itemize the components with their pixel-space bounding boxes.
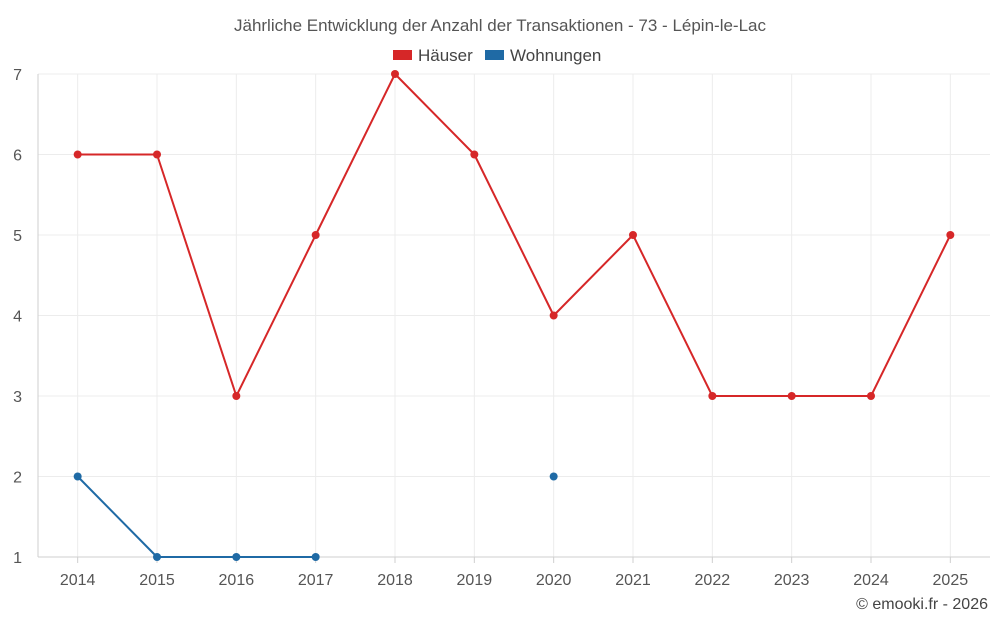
y-tick-label-1: 1 — [13, 550, 22, 567]
x-tick-label-2022: 2022 — [695, 572, 731, 589]
data-point-wohnungen-2017[interactable] — [311, 553, 320, 561]
y-tick-label-7: 7 — [13, 67, 22, 84]
legend: Häuser Wohnungen — [393, 46, 601, 65]
y-tick-label-2: 2 — [13, 470, 22, 487]
grid — [38, 73, 990, 557]
x-tick-label-2021: 2021 — [615, 572, 651, 589]
series-haeuser — [73, 70, 955, 400]
y-tick-label-3: 3 — [13, 389, 22, 406]
legend-item-haeuser[interactable]: Häuser — [393, 46, 473, 65]
x-tick-label-2025: 2025 — [933, 572, 969, 589]
series-line-wohnungen-0 — [76, 475, 316, 558]
data-point-haeuser-2017[interactable] — [311, 231, 320, 239]
x-tick-label-2014: 2014 — [60, 572, 96, 589]
series — [73, 70, 955, 561]
legend-label-haeuser: Häuser — [418, 46, 473, 65]
y-tick-label-5: 5 — [13, 228, 22, 245]
data-point-haeuser-2024[interactable] — [867, 392, 875, 400]
x-tick-label-2019: 2019 — [457, 572, 493, 589]
x-tick-label-2024: 2024 — [853, 572, 889, 589]
x-tick-label-2016: 2016 — [219, 572, 255, 589]
data-point-haeuser-2021[interactable] — [629, 231, 637, 239]
data-point-haeuser-2016[interactable] — [232, 392, 241, 400]
data-point-haeuser-2018[interactable] — [391, 70, 399, 78]
series-wohnungen — [73, 472, 558, 561]
legend-swatch-haeuser — [393, 50, 412, 60]
series-line-haeuser-0 — [77, 73, 952, 397]
data-point-haeuser-2023[interactable] — [787, 392, 796, 400]
data-point-haeuser-2015[interactable] — [153, 150, 161, 159]
x-tick-label-2015: 2015 — [139, 572, 175, 589]
data-point-haeuser-2020[interactable] — [549, 311, 558, 320]
y-tick-label-6: 6 — [13, 148, 22, 165]
legend-item-wohnungen[interactable]: Wohnungen — [485, 46, 601, 65]
data-point-wohnungen-2016[interactable] — [232, 553, 241, 561]
x-tick-label-2023: 2023 — [774, 572, 810, 589]
copyright-credit: © emooki.fr - 2026 — [856, 596, 988, 613]
y-tick-label-4: 4 — [13, 309, 22, 326]
x-tick-label-2018: 2018 — [377, 572, 413, 589]
data-point-wohnungen-2020[interactable] — [549, 472, 558, 481]
axes: 1 2 3 4 5 6 7 2014 2015 2016 2017 2018 2019 2020 2021 2… — [13, 67, 990, 589]
data-point-haeuser-2014[interactable] — [73, 150, 82, 159]
data-point-wohnungen-2015[interactable] — [153, 553, 161, 561]
data-point-wohnungen-2014[interactable] — [73, 472, 82, 481]
legend-swatch-wohnungen — [485, 50, 504, 60]
data-point-haeuser-2019[interactable] — [470, 150, 479, 159]
data-point-haeuser-2022[interactable] — [708, 392, 717, 400]
data-point-haeuser-2025[interactable] — [946, 231, 955, 239]
x-tick-label-2020: 2020 — [536, 572, 572, 589]
x-tick-label-2017: 2017 — [298, 572, 334, 589]
legend-label-wohnungen: Wohnungen — [510, 46, 601, 65]
chart-title: Jährliche Entwicklung der Anzahl der Tra… — [234, 16, 767, 35]
